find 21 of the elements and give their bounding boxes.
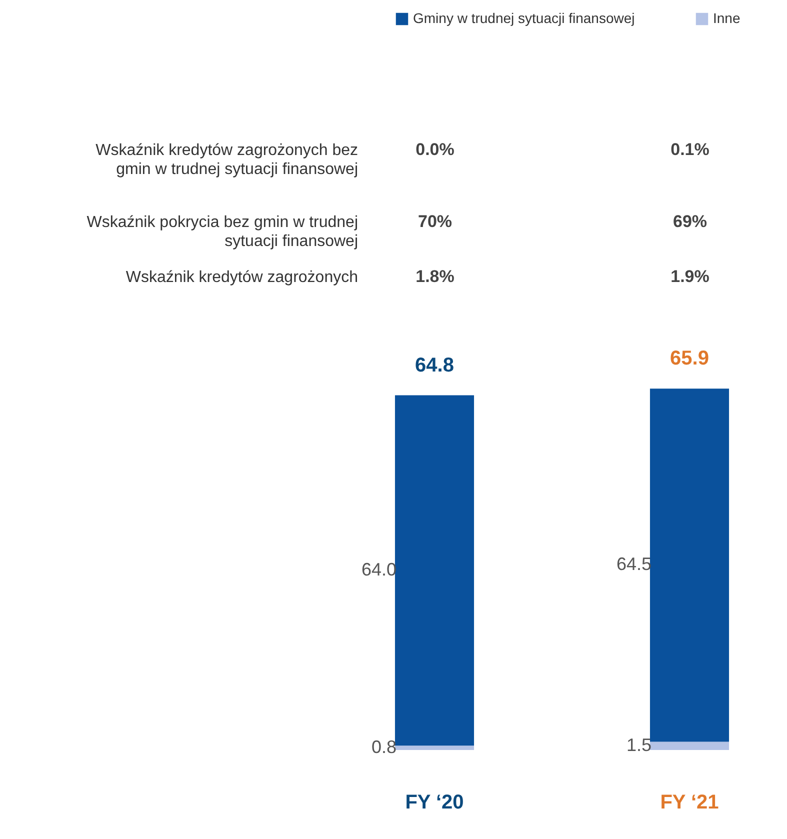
text: Wskaźnik kredytów zagrożonych [126,269,358,286]
total-label: 65.9 [670,348,709,370]
x-tick-label: FY ‘21 [660,792,719,814]
text: 1.9% [670,267,710,286]
bar [394,746,474,750]
total-label: 64.8 [415,354,454,376]
text: 69% [672,212,708,231]
text: Wskaźnik kredytów zagrożonych bez gmin w trudnej sytuacji finansowej [96,142,358,178]
text: 0.0% [416,140,454,159]
data-label: 0.8 [371,736,396,757]
bar [650,388,730,742]
text: 70% [418,212,452,231]
legend-label: Gminy w trudnej sytuacji finansowej [413,10,635,26]
x-tick-label: FY ‘20 [405,792,464,814]
data-label: 1.5 [626,734,652,755]
text: 1.8% [416,267,454,286]
bar [394,395,474,746]
legend-label: Inne [713,10,740,26]
text: Wskaźnik pokrycia bez gmin w trudnej sytuacji finansowej [86,214,358,250]
text: 0.1% [670,140,710,159]
bar [650,742,730,750]
